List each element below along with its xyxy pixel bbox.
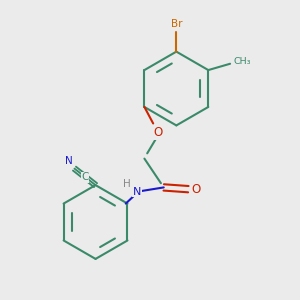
Text: N: N: [64, 155, 72, 166]
Text: Br: Br: [171, 19, 182, 29]
Text: O: O: [154, 126, 163, 139]
Text: O: O: [192, 183, 201, 196]
Text: C: C: [81, 172, 89, 182]
Text: H: H: [123, 179, 131, 189]
Text: N: N: [133, 187, 141, 196]
Text: CH₃: CH₃: [234, 57, 251, 66]
